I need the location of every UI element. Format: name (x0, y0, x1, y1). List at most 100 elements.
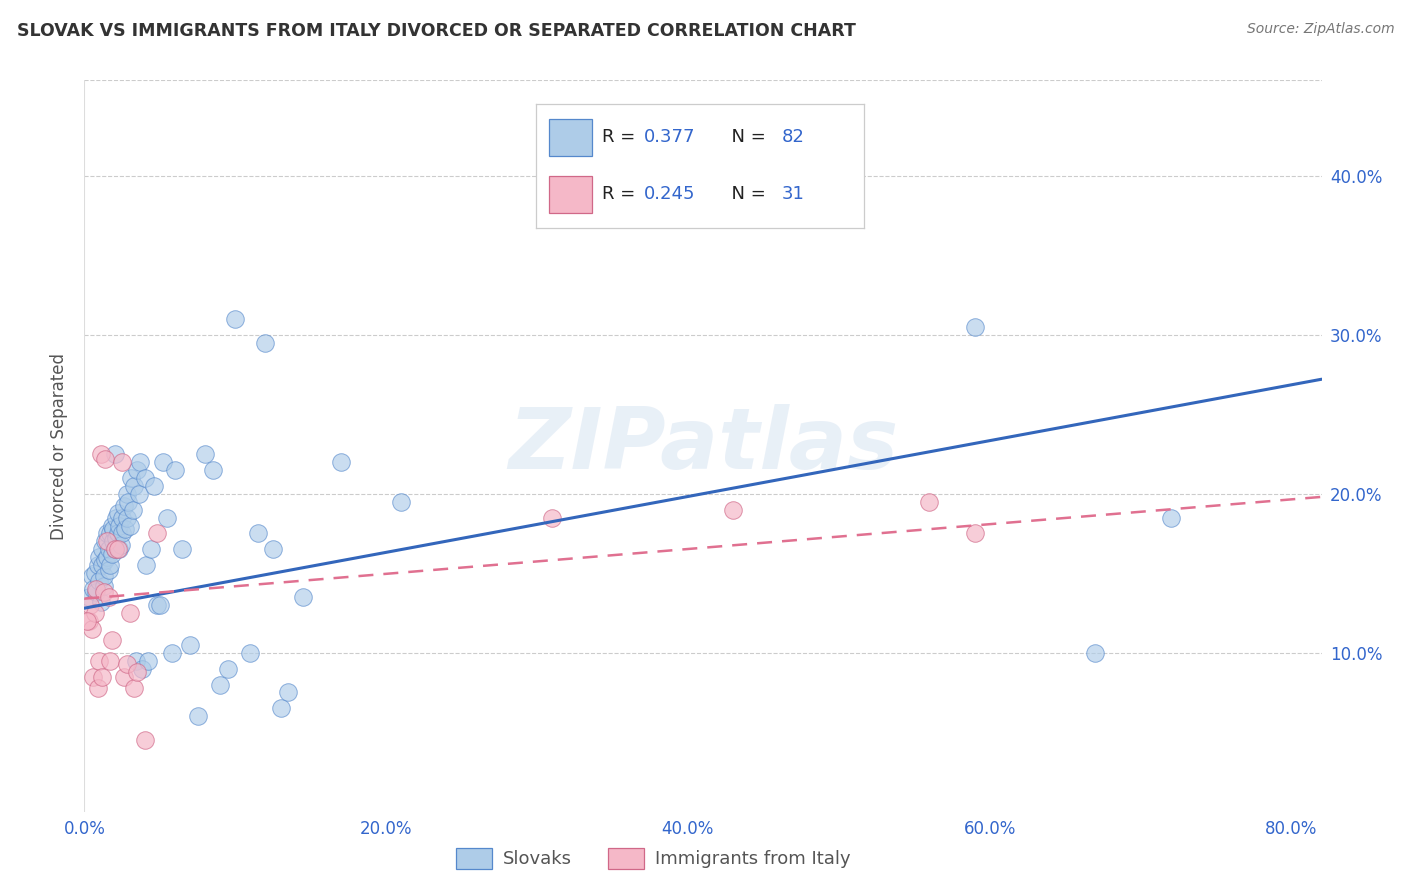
Point (90, 595, 112, 609)
Point (112, 669, 135, 683)
Text: Source: ZipAtlas.com: Source: ZipAtlas.com (1247, 22, 1395, 37)
Point (254, 335, 277, 350)
Point (90, 447, 112, 461)
Point (76, 614, 98, 628)
Point (127, 665, 149, 679)
Point (246, 526, 269, 541)
Point (149, 598, 172, 612)
Point (107, 506, 129, 520)
Point (89, 654, 111, 668)
Point (94, 451, 117, 466)
Point (94, 534, 117, 549)
Point (115, 657, 138, 671)
Point (111, 526, 134, 541)
Point (82, 582, 104, 596)
Point (77, 614, 100, 628)
Point (156, 510, 179, 524)
Point (121, 502, 143, 516)
Point (82, 669, 104, 683)
Point (118, 606, 141, 620)
Point (112, 500, 135, 514)
Point (721, 169, 744, 183)
Point (80, 622, 103, 636)
Point (217, 662, 239, 676)
Point (111, 455, 134, 469)
Point (96, 526, 118, 541)
Point (108, 518, 131, 533)
Point (98, 558, 121, 573)
Point (100, 518, 122, 533)
Point (124, 654, 146, 668)
Point (163, 463, 186, 477)
Point (110, 538, 132, 552)
Point (179, 638, 201, 652)
Point (86, 582, 108, 596)
Point (277, 685, 299, 699)
Point (77, 590, 100, 604)
Point (128, 486, 150, 500)
Point (262, 542, 284, 557)
Point (87, 681, 110, 695)
Point (918, 494, 941, 508)
Point (172, 542, 194, 557)
Point (103, 542, 125, 557)
Point (97, 563, 120, 577)
Point (114, 522, 136, 536)
Point (96, 534, 118, 549)
Point (146, 526, 169, 541)
Point (93, 579, 115, 593)
Point (139, 542, 162, 557)
Point (270, 701, 292, 715)
Point (134, 471, 156, 485)
Point (107, 542, 129, 557)
Point (100, 632, 122, 647)
Point (94, 553, 117, 567)
Point (103, 542, 125, 557)
Point (122, 479, 145, 493)
Point (100, 547, 122, 561)
Point (129, 455, 152, 469)
Point (93, 585, 115, 599)
Point (127, 463, 149, 477)
Point (135, 558, 157, 573)
Point (122, 681, 145, 695)
Point (134, 733, 156, 747)
Point (86, 585, 108, 599)
Text: SLOVAK VS IMMIGRANTS FROM ITALY DIVORCED OR SEPARATED CORRELATION CHART: SLOVAK VS IMMIGRANTS FROM ITALY DIVORCED… (17, 22, 856, 40)
Point (97, 542, 120, 557)
Point (152, 455, 174, 469)
Point (87, 558, 110, 573)
Point (201, 463, 224, 477)
Point (96, 550, 118, 565)
Point (101, 534, 124, 549)
Point (329, 455, 352, 469)
Point (389, 494, 412, 508)
Point (120, 471, 142, 485)
Point (105, 510, 128, 524)
Point (91, 669, 114, 683)
Point (105, 531, 128, 545)
Y-axis label: Divorced or Separated: Divorced or Separated (51, 352, 69, 540)
Point (80, 569, 103, 583)
Point (98, 526, 121, 541)
Point (117, 494, 139, 508)
Point (115, 486, 138, 500)
Point (84, 606, 107, 620)
Point (111, 510, 134, 524)
Point (963, 526, 986, 541)
Point (1084, 646, 1107, 660)
Point (209, 677, 232, 691)
Point (93, 569, 115, 583)
Point (1160, 510, 1182, 524)
Point (79, 598, 101, 612)
Point (97, 590, 120, 604)
Point (91, 558, 114, 573)
Point (142, 479, 165, 493)
Point (98, 654, 121, 668)
Point (224, 311, 246, 326)
Point (721, 502, 744, 516)
Point (91, 542, 114, 557)
Point (108, 542, 131, 557)
Point (101, 522, 124, 536)
Point (115, 510, 138, 524)
